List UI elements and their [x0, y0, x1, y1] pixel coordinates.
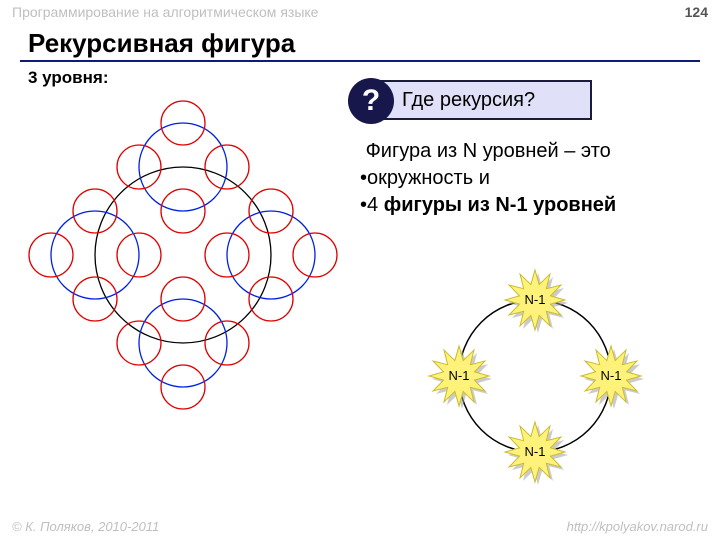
- copyright: © К. Поляков, 2010-2011: [12, 519, 159, 534]
- body-text: Фигура из N уровней – это •окружность и …: [360, 138, 700, 219]
- question-mark-icon: ?: [348, 78, 394, 124]
- course-name: Программирование на алгоритмическом язык…: [12, 4, 318, 20]
- body-bullet2: •4 фигуры из N-1 уровней: [360, 194, 616, 216]
- schematic-figure: N-1 N-1 N-1 N-1: [400, 246, 670, 516]
- body-line1: Фигура из N уровней – это: [366, 140, 611, 162]
- levels-label: 3 уровня:: [28, 68, 108, 88]
- svg-text:N-1: N-1: [449, 368, 470, 383]
- title-underline: [20, 60, 700, 62]
- svg-text:N-1: N-1: [601, 368, 622, 383]
- footer: © К. Поляков, 2010-2011 http://kpolyakov…: [12, 519, 708, 534]
- slide-title: Рекурсивная фигура: [28, 28, 295, 59]
- svg-text:N-1: N-1: [525, 292, 546, 307]
- header: Программирование на алгоритмическом язык…: [12, 4, 708, 20]
- page-number: 124: [685, 4, 708, 20]
- svg-text:N-1: N-1: [525, 444, 546, 459]
- body-bullet1: •окружность и: [360, 167, 490, 189]
- question-text: Где рекурсия?: [402, 89, 535, 112]
- site-url: http://kpolyakov.narod.ru: [567, 519, 708, 534]
- recursive-figure: [18, 90, 348, 420]
- question-callout: ? Где рекурсия?: [368, 80, 592, 120]
